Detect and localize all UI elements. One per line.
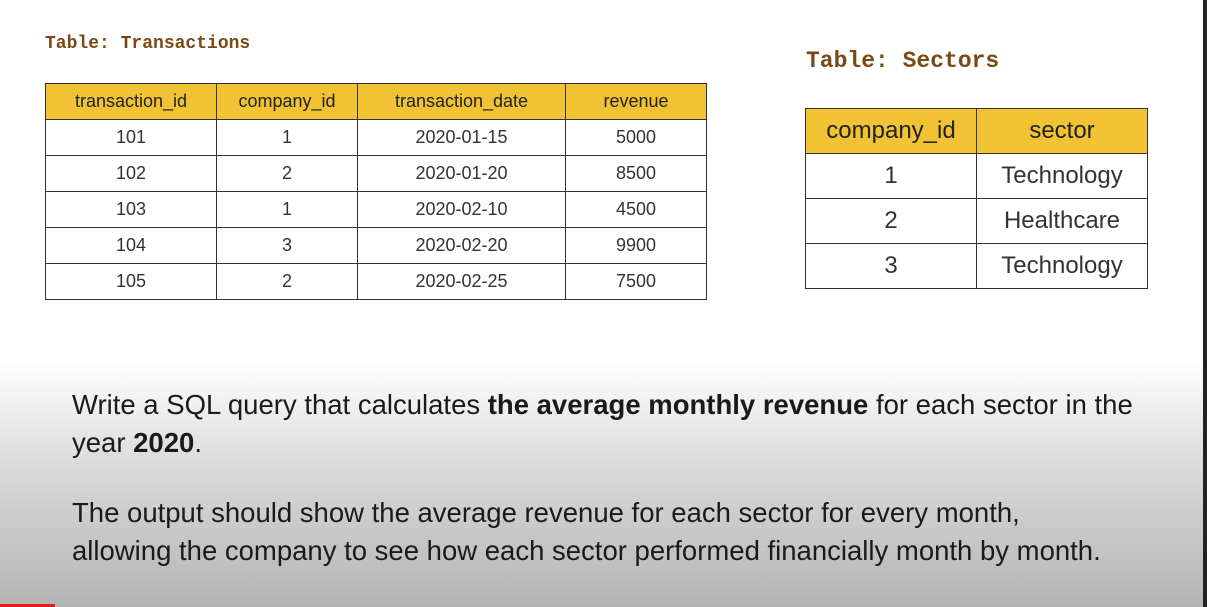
transactions-table: transaction_id company_id transaction_date… (45, 83, 707, 300)
table-title: Table: Transactions (45, 34, 251, 54)
header-row: transaction_id company_id transaction_date… (45, 83, 707, 120)
edge-bar (1203, 0, 1207, 607)
table-cell: 2 (805, 198, 977, 244)
text-line: The output should show the average reven… (72, 494, 1207, 532)
header-cell: transaction_date (357, 83, 566, 120)
bold-text: the average monthly revenue (487, 389, 869, 420)
table-cell: 1 (216, 119, 358, 156)
table-cell: 3 (216, 227, 358, 264)
table-row: 103 1 2020-02-10 4500 (45, 191, 707, 228)
question-paragraph: Write a SQL query that calculates the av… (72, 386, 1207, 462)
text: for each sector in the (868, 389, 1133, 420)
text-line: year 2020. (72, 424, 1207, 462)
header-row: company_id sector (805, 108, 1148, 154)
table-row: 1 Technology (805, 153, 1148, 199)
table-row: 104 3 2020-02-20 9900 (45, 227, 707, 264)
table-row: 2 Healthcare (805, 198, 1148, 244)
table-cell: 105 (45, 263, 217, 300)
text: allowing the company to see how each sec… (72, 535, 1101, 566)
table-cell: 2020-01-15 (357, 119, 566, 156)
header-cell: revenue (565, 83, 707, 120)
table-cell: 9900 (565, 227, 707, 264)
table-row: 3 Technology (805, 243, 1148, 289)
header-cell: company_id (805, 108, 977, 154)
table-cell: 8500 (565, 155, 707, 192)
table-cell: Healthcare (976, 198, 1148, 244)
text-line: allowing the company to see how each sec… (72, 532, 1207, 570)
header-cell: transaction_id (45, 83, 217, 120)
table-cell: 5000 (565, 119, 707, 156)
table-cell: 7500 (565, 263, 707, 300)
table-cell: Technology (976, 243, 1148, 289)
table-cell: 2 (216, 263, 358, 300)
bold-text: 2020 (133, 427, 195, 458)
table-cell: Technology (976, 153, 1148, 199)
table-row: 105 2 2020-02-25 7500 (45, 263, 707, 300)
question-paragraph: The output should show the average reven… (72, 494, 1207, 570)
header-cell: company_id (216, 83, 358, 120)
table-cell: 2020-02-20 (357, 227, 566, 264)
text: The output should show the average reven… (72, 497, 1020, 528)
table-cell: 102 (45, 155, 217, 192)
table-cell: 103 (45, 191, 217, 228)
table-cell: 104 (45, 227, 217, 264)
header-cell: sector (976, 108, 1148, 154)
table-title: Table: Sectors (806, 48, 1000, 74)
table-cell: 3 (805, 243, 977, 289)
text: Write a SQL query that calculates (72, 389, 488, 420)
table-cell: 2020-02-10 (357, 191, 566, 228)
table-cell: 2020-02-25 (357, 263, 566, 300)
table-cell: 101 (45, 119, 217, 156)
table-cell: 2 (216, 155, 358, 192)
table-row: 101 1 2020-01-15 5000 (45, 119, 707, 156)
table-cell: 2020-01-20 (357, 155, 566, 192)
text: year (72, 427, 134, 458)
table-row: 102 2 2020-01-20 8500 (45, 155, 707, 192)
table-cell: 4500 (565, 191, 707, 228)
progress-bar (0, 604, 55, 607)
table-cell: 1 (805, 153, 977, 199)
sectors-table: company_id sector 1 Technology 2 Healthcare 3 T… (805, 108, 1148, 289)
text: . (194, 427, 202, 458)
text-line: Write a SQL query that calculates the av… (72, 386, 1207, 424)
table-cell: 1 (216, 191, 358, 228)
